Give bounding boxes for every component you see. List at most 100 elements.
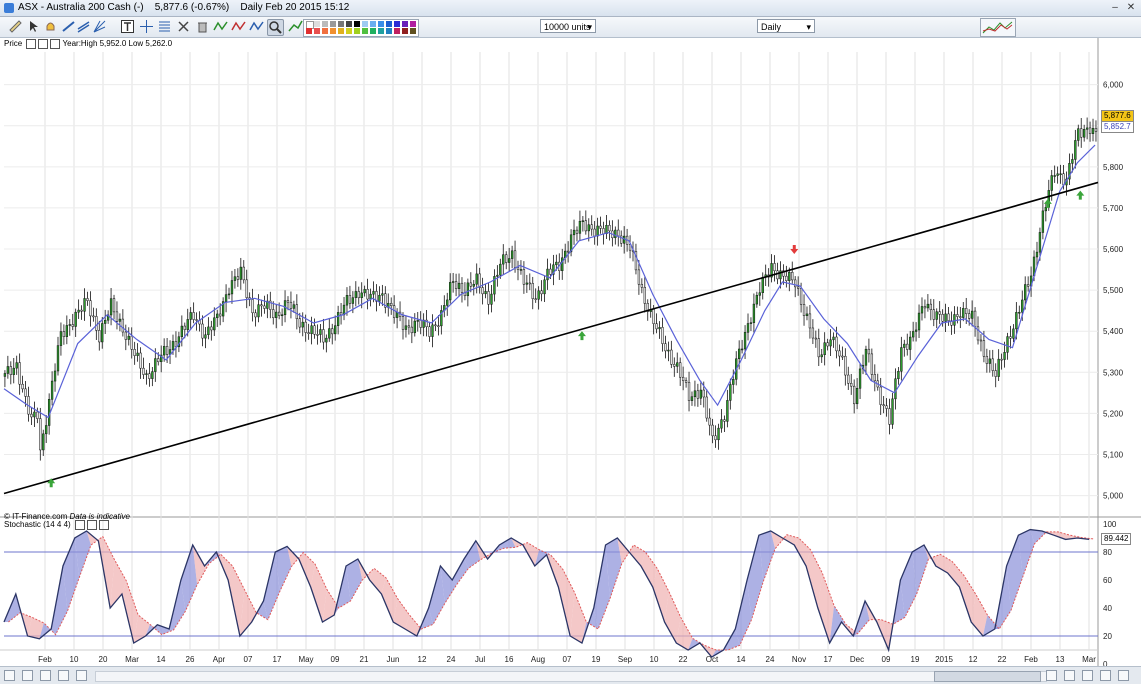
down-candle	[853, 385, 856, 405]
fibonacci-icon[interactable]	[157, 19, 172, 34]
down-candle	[513, 250, 517, 268]
down-candle	[392, 305, 396, 318]
chart-canvas[interactable]: Feb 10 20 Mar 14 26 Apr 07 17 May 09 21 Jun 12 24 Jul 16…	[0, 38, 1141, 666]
down-candle	[687, 382, 691, 401]
down-candle	[670, 349, 673, 365]
units-select[interactable]: 10000 units	[540, 19, 596, 34]
down-candle	[254, 312, 257, 318]
stoch-fill	[723, 629, 740, 650]
down-candle	[646, 303, 649, 312]
scroll-left-icon[interactable]	[76, 670, 87, 681]
down-candle	[1094, 128, 1098, 132]
stoch-fill	[640, 552, 658, 587]
up-candle	[136, 352, 139, 356]
print-icon[interactable]	[58, 670, 69, 681]
close-panel-icon[interactable]	[98, 520, 109, 530]
down-candle	[584, 220, 587, 232]
up-candle	[510, 250, 514, 259]
down-candle	[478, 273, 481, 288]
zigzag-icon[interactable]	[213, 19, 228, 34]
x-tick-label: 12	[969, 655, 978, 664]
down-candle	[929, 303, 932, 310]
up-candle	[953, 314, 956, 326]
scroll-thumb[interactable]	[934, 671, 1041, 682]
up-candle	[431, 324, 434, 337]
pencil-icon[interactable]	[74, 520, 85, 530]
close-icon[interactable]: ✕	[1126, 2, 1136, 13]
down-candle	[873, 374, 876, 382]
zoom-fit-icon[interactable]	[1082, 670, 1093, 681]
down-candle	[602, 228, 605, 235]
down-candle	[130, 335, 133, 350]
scroll-right-icon[interactable]	[1046, 670, 1057, 681]
pattern-tool-icon[interactable]	[249, 19, 264, 34]
time-scrollbar[interactable]	[0, 666, 1141, 684]
scroll-start-icon[interactable]	[4, 670, 15, 681]
color-palette[interactable]	[303, 19, 419, 37]
ruler-icon[interactable]	[8, 19, 23, 34]
bar-chart-icon[interactable]	[22, 670, 33, 681]
up-candle	[596, 225, 599, 237]
price-tick-label: 5,800	[1103, 163, 1124, 172]
lock-icon[interactable]	[40, 670, 51, 681]
magnifier-icon[interactable]	[267, 19, 284, 36]
down-candle	[947, 313, 950, 321]
up-candle	[962, 308, 965, 318]
indicator-icon[interactable]	[288, 19, 303, 34]
text-tool-icon[interactable]	[120, 19, 135, 34]
x-tick-label: 24	[447, 655, 456, 664]
down-candle	[401, 316, 405, 330]
scroll-end-icon[interactable]	[1064, 670, 1075, 681]
scissors-icon[interactable]	[176, 19, 191, 34]
pencil-icon[interactable]	[26, 39, 37, 49]
down-candle	[652, 309, 655, 324]
down-candle	[21, 383, 24, 390]
down-candle	[86, 298, 89, 301]
down-candle	[540, 290, 543, 295]
period-select[interactable]: Daily	[757, 19, 815, 34]
down-candle	[1080, 128, 1083, 138]
up-candle	[1003, 352, 1006, 360]
down-candle	[938, 311, 941, 315]
stoch-fill	[581, 608, 599, 643]
crosshair-icon[interactable]	[139, 19, 154, 34]
down-candle	[62, 331, 66, 337]
stoch-value-box: 89.442	[1101, 533, 1132, 545]
stoch-fill	[1018, 529, 1035, 577]
window-icon[interactable]	[38, 39, 49, 49]
zoom-out-icon[interactable]	[1100, 670, 1111, 681]
down-candle	[165, 346, 169, 355]
stoch-fill	[994, 566, 1012, 629]
up-candle	[65, 325, 69, 337]
stoch-fill	[464, 540, 481, 569]
line-tool-icon[interactable]	[61, 19, 76, 34]
down-candle	[785, 275, 788, 281]
up-candle	[746, 323, 750, 333]
up-candle	[104, 319, 107, 324]
fan-tool-icon[interactable]	[92, 19, 107, 34]
up-candle	[177, 336, 181, 348]
wave-tool-icon[interactable]	[231, 19, 246, 34]
up-candle	[490, 293, 493, 305]
chart-type-thumbnail[interactable]	[980, 18, 1016, 37]
price-tick-label: 5,300	[1103, 368, 1124, 377]
trash-icon[interactable]	[195, 19, 210, 34]
minimize-icon[interactable]: –	[1112, 2, 1118, 13]
up-candle	[1015, 312, 1018, 330]
stoch-fill	[558, 569, 575, 636]
up-candle	[758, 292, 761, 296]
up-candle	[12, 367, 15, 375]
channel-tool-icon[interactable]	[76, 19, 91, 34]
stoch-fill	[652, 568, 669, 622]
zoom-in-icon[interactable]	[1118, 670, 1129, 681]
pointer-icon[interactable]	[26, 19, 41, 34]
close-panel-icon[interactable]	[50, 39, 61, 49]
x-tick-label: 21	[360, 655, 369, 664]
price-panel-label: Price	[4, 39, 23, 49]
chart-area[interactable]: Feb 10 20 Mar 14 26 Apr 07 17 May 09 21 Jun 12 24 Jul 16…	[0, 38, 1141, 683]
x-tick-label: 10	[650, 655, 659, 664]
up-candle	[749, 322, 753, 324]
scroll-track[interactable]	[95, 671, 1047, 682]
window-icon[interactable]	[86, 520, 97, 530]
alert-bell-icon[interactable]	[43, 19, 58, 34]
